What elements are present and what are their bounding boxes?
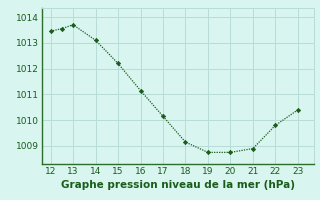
X-axis label: Graphe pression niveau de la mer (hPa): Graphe pression niveau de la mer (hPa): [60, 180, 295, 190]
